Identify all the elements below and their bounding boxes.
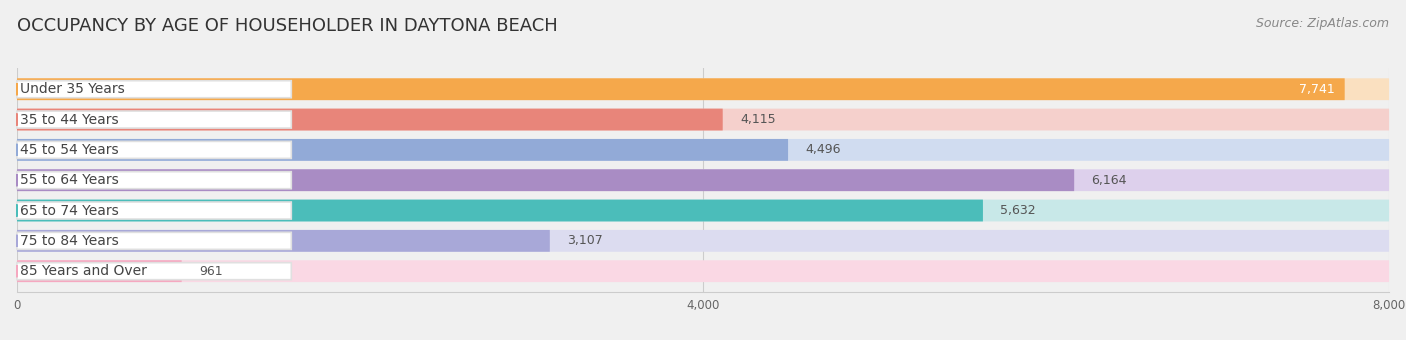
Text: 4,115: 4,115 [740, 113, 776, 126]
Text: 5,632: 5,632 [1000, 204, 1036, 217]
FancyBboxPatch shape [17, 141, 291, 158]
FancyBboxPatch shape [17, 172, 291, 189]
FancyBboxPatch shape [17, 139, 789, 161]
FancyBboxPatch shape [17, 169, 1074, 191]
FancyBboxPatch shape [17, 139, 1389, 161]
FancyBboxPatch shape [17, 260, 181, 282]
FancyBboxPatch shape [17, 109, 1389, 131]
FancyBboxPatch shape [17, 200, 1389, 221]
Text: 85 Years and Over: 85 Years and Over [20, 264, 148, 278]
Text: 35 to 44 Years: 35 to 44 Years [20, 113, 120, 126]
FancyBboxPatch shape [17, 111, 291, 128]
FancyBboxPatch shape [17, 169, 1389, 191]
Text: 55 to 64 Years: 55 to 64 Years [20, 173, 120, 187]
FancyBboxPatch shape [17, 78, 1389, 100]
FancyBboxPatch shape [17, 232, 291, 249]
FancyBboxPatch shape [17, 260, 1389, 282]
FancyBboxPatch shape [17, 202, 291, 219]
FancyBboxPatch shape [17, 109, 723, 131]
FancyBboxPatch shape [17, 230, 1389, 252]
FancyBboxPatch shape [17, 263, 291, 280]
FancyBboxPatch shape [17, 81, 291, 98]
Text: OCCUPANCY BY AGE OF HOUSEHOLDER IN DAYTONA BEACH: OCCUPANCY BY AGE OF HOUSEHOLDER IN DAYTO… [17, 17, 558, 35]
Text: 4,496: 4,496 [806, 143, 841, 156]
Text: 3,107: 3,107 [567, 234, 603, 247]
FancyBboxPatch shape [17, 78, 1344, 100]
Text: 45 to 54 Years: 45 to 54 Years [20, 143, 120, 157]
Text: 961: 961 [198, 265, 222, 278]
Text: 65 to 74 Years: 65 to 74 Years [20, 204, 120, 218]
Text: Under 35 Years: Under 35 Years [20, 82, 125, 96]
Text: 7,741: 7,741 [1299, 83, 1334, 96]
Text: Source: ZipAtlas.com: Source: ZipAtlas.com [1256, 17, 1389, 30]
FancyBboxPatch shape [17, 200, 983, 221]
FancyBboxPatch shape [17, 230, 550, 252]
Text: 6,164: 6,164 [1091, 174, 1126, 187]
Text: 75 to 84 Years: 75 to 84 Years [20, 234, 120, 248]
